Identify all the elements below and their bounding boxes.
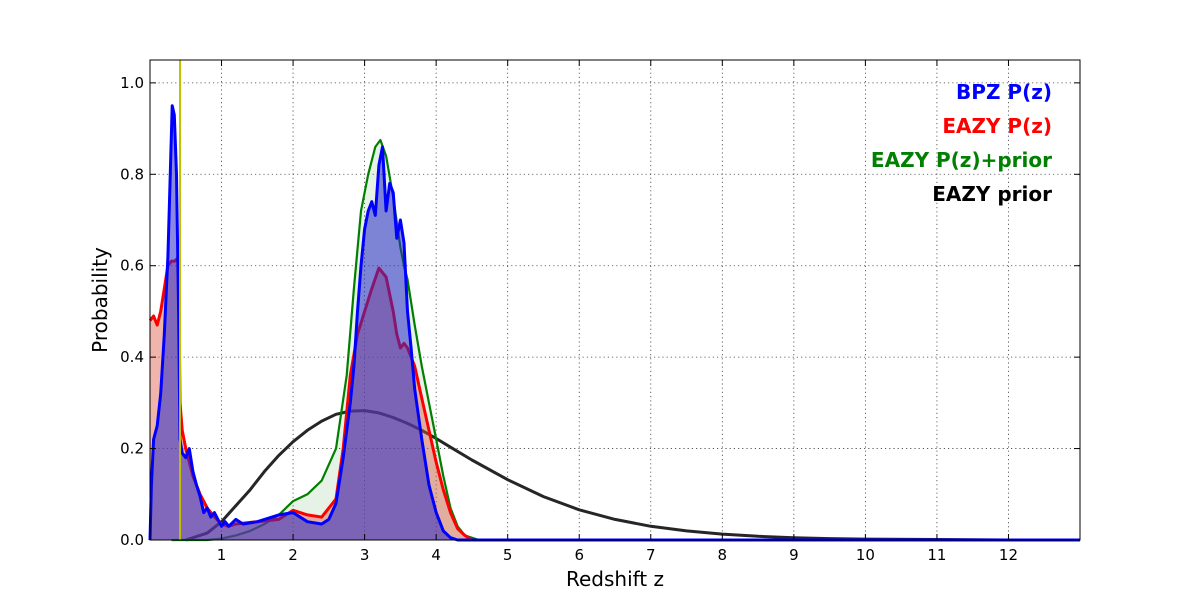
legend-entry-eazy-p-z: EAZY P(z) <box>942 114 1052 138</box>
legend-entry-bpz-p-z: BPZ P(z) <box>956 80 1052 104</box>
x-tick-label: 9 <box>789 546 799 564</box>
x-tick-label: 6 <box>574 546 584 564</box>
y-tick-label: 0.6 <box>120 257 144 275</box>
x-axis-label: Redshift z <box>566 567 664 591</box>
bpz-p-z-area <box>150 105 1080 540</box>
x-tick-label: 3 <box>360 546 370 564</box>
y-tick-label: 0.0 <box>120 531 144 549</box>
y-tick-label: 1.0 <box>120 74 144 92</box>
bpz-p-z-line <box>148 104 1080 542</box>
y-tick-labels: 0.0 0.2 0.4 0.6 0.8 1.0 <box>120 74 144 549</box>
eazy-p-z-area <box>150 256 1080 540</box>
y-tick-label: 0.4 <box>120 348 144 366</box>
legend-entry-eazy-prior: EAZY prior <box>932 182 1052 206</box>
x-tick-label: 4 <box>431 546 441 564</box>
legend-entry-eazy-p-z-prior: EAZY P(z)+prior <box>871 148 1052 172</box>
legend: BPZ P(z) EAZY P(z) EAZY P(z)+prior EAZY pri… <box>871 80 1052 206</box>
x-tick-label: 8 <box>718 546 728 564</box>
x-tick-label: 10 <box>856 546 875 564</box>
grid-lines <box>150 60 1080 541</box>
y-axis-label: Probability <box>88 247 112 353</box>
y-tick-label: 0.8 <box>120 165 144 183</box>
x-tick-label: 1 <box>217 546 227 564</box>
x-tick-label: 7 <box>646 546 656 564</box>
series-group <box>148 104 1080 542</box>
x-tick-label: 11 <box>927 546 946 564</box>
x-tick-label: 12 <box>999 546 1018 564</box>
plot-frame <box>149 59 1081 541</box>
eazy-p-z-line <box>148 255 1080 542</box>
x-tick-labels: 1 2 3 4 5 6 7 8 9 10 11 12 <box>217 546 1018 564</box>
axis-ticks <box>150 60 1080 541</box>
x-tick-label: 2 <box>288 546 298 564</box>
y-tick-label: 0.2 <box>120 440 144 458</box>
x-tick-label: 5 <box>503 546 513 564</box>
